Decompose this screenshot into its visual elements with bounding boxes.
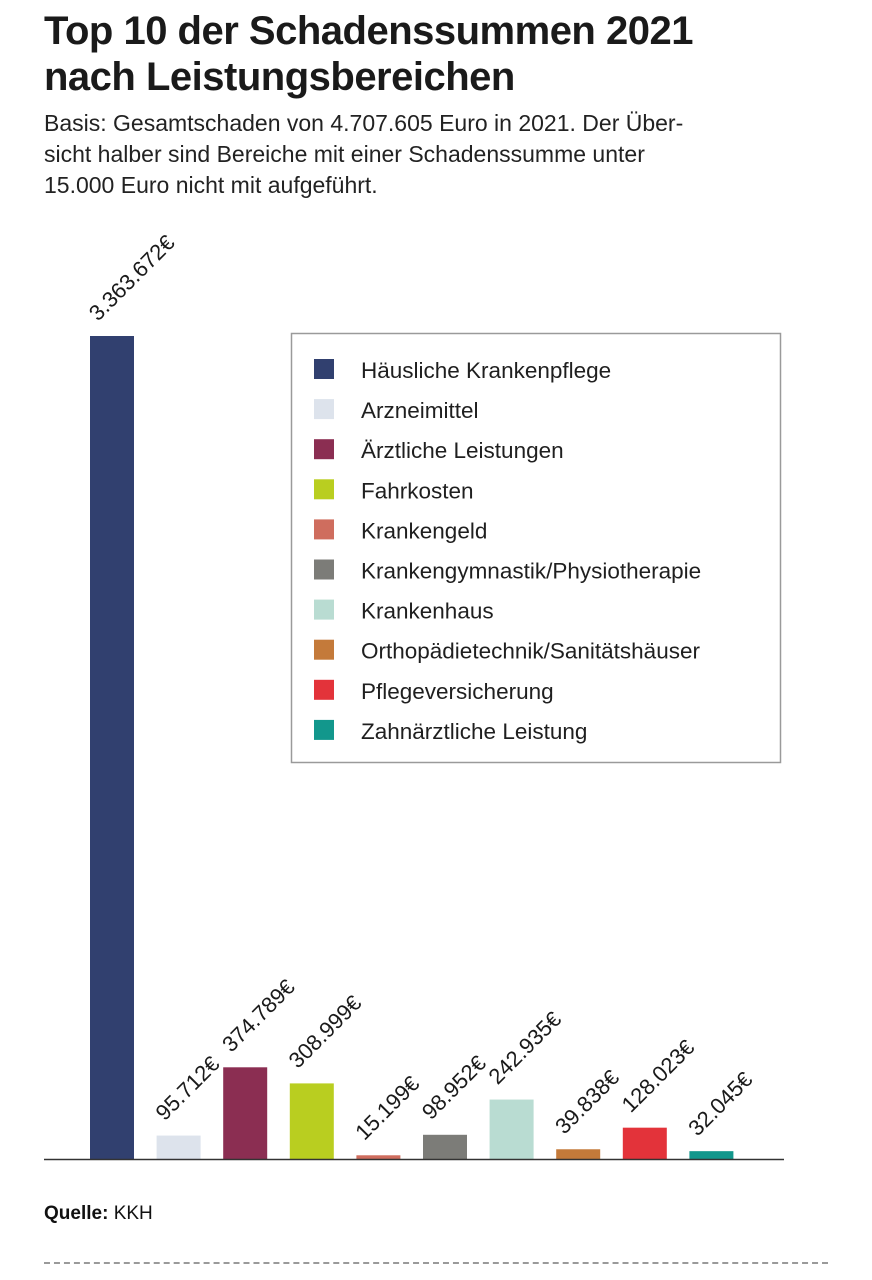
data-label-krankengymnastik-physiotherapie: 98.952€ [417,1050,491,1124]
chart-title-line-1: Top 10 der Schadenssummen 2021 [44,9,693,53]
source-note: Quelle: KKH [44,1203,153,1225]
data-label-zahnaerztliche-leistung: 32.045€ [683,1067,757,1141]
legend-swatch-fahrkosten [314,479,334,500]
legend-swatch-krankengymnastik-physiotherapie [314,559,334,580]
bar-aerztliche-leistungen [223,1067,268,1159]
chart-subtitle: Basis: Gesamtschaden von 4.707.605 Euro … [44,108,784,201]
legend-swatch-arzneimittel [314,399,334,420]
legend-swatch-krankengeld [314,519,334,540]
chart-subtitle-line-2: sicht halber sind Bereiche mit einer Sch… [44,141,645,167]
legend-box [290,332,782,764]
chart-title: Top 10 der Schadenssummen 2021 nach Leis… [44,8,844,100]
legend-swatch-pflegeversicherung [314,679,334,700]
legend-swatch-aerztliche-leistungen [314,439,334,460]
bar-fahrkosten [289,1083,334,1159]
legend-label-orthopaedietechnik-sanitaetshaeuser: Orthopädietechnik/Sanitätshäuser [361,639,700,664]
data-label-fahrkosten: 308.999€ [284,990,367,1073]
legend-label-krankengeld: Krankengeld [361,518,487,543]
bar-zahnaerztliche-leistung [689,1151,734,1159]
data-label-pflegeversicherung: 128.023€ [617,1035,700,1118]
source-label: Quelle: [44,1203,109,1224]
data-label-orthopaedietechnik-sanitaetshaeuser: 39.838€ [550,1065,624,1139]
legend-swatch-krankenhaus [314,599,334,620]
chart-title-line-2: nach Leistungsbereichen [44,55,515,99]
bar-krankenhaus [489,1099,534,1159]
bar-arzneimittel [156,1135,201,1159]
legend-label-haeusliche-krankenpflege: Häusliche Krankenpflege [361,358,611,383]
bar-pflegeversicherung [622,1127,667,1159]
data-label-aerztliche-leistungen: 374.789€ [217,974,300,1057]
legend-label-arzneimittel: Arzneimittel [361,398,479,423]
legend-label-pflegeversicherung: Pflegeversicherung [361,679,554,704]
legend-label-krankengymnastik-physiotherapie: Krankengymnastik/Physiotherapie [361,559,701,584]
bar-haeusliche-krankenpflege [90,336,134,1159]
bar-krankengeld [356,1155,401,1159]
legend-label-aerztliche-leistungen: Ärztliche Leistungen [361,438,564,463]
legend-swatch-zahnaerztliche-leistung [314,719,334,740]
legend-label-zahnaerztliche-leistung: Zahnärztliche Leistung [361,719,587,744]
bar-krankengymnastik-physiotherapie [423,1134,467,1159]
bar-orthopaedietechnik-sanitaetshaeuser [556,1149,601,1159]
chart-subtitle-line-1: Basis: Gesamtschaden von 4.707.605 Euro … [44,110,684,136]
legend-swatch-orthopaedietechnik-sanitaetshaeuser [314,639,334,660]
data-label-krankenhaus: 242.935€ [483,1007,566,1090]
legend-swatch-haeusliche-krankenpflege [314,359,334,379]
data-label-krankengeld: 15.199€ [350,1071,424,1145]
source-value: KKH [113,1203,153,1224]
data-label-arzneimittel: 95.712€ [150,1051,224,1125]
chart-subtitle-line-3: 15.000 Euro nicht mit aufgeführt. [44,172,378,198]
legend-label-krankenhaus: Krankenhaus [361,599,494,624]
dashed-divider [44,1262,828,1264]
legend-label-fahrkosten: Fahrkosten [361,478,474,503]
data-label-haeusliche-krankenpflege: 3.363.672€ [84,230,180,326]
